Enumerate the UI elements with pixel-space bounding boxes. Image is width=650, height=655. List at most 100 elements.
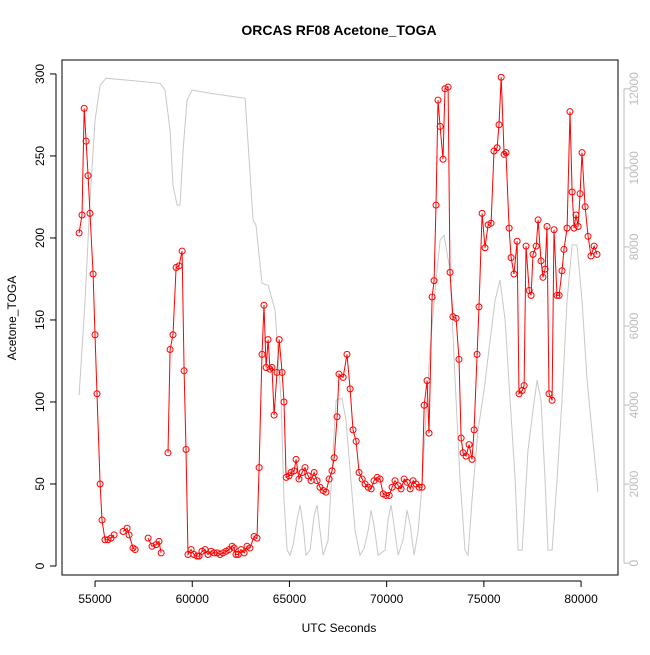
y-tick-label: 50 [33, 477, 47, 491]
data-point [529, 250, 537, 258]
data-point [367, 485, 375, 493]
data-point [193, 552, 201, 560]
y2-tick-label: 10000 [627, 151, 641, 185]
y2-tick-label: 4000 [627, 391, 641, 418]
data-point [423, 377, 431, 385]
data-point [391, 477, 399, 485]
data-point [91, 331, 99, 339]
data-point [164, 449, 172, 457]
data-point [462, 452, 470, 460]
y2-tick-label: 12000 [627, 72, 641, 106]
data-point [495, 121, 503, 129]
x-tick-label: 80000 [564, 592, 598, 606]
data-point [576, 190, 584, 198]
data-point [258, 350, 266, 358]
y-tick-label: 150 [33, 310, 47, 330]
data-point [420, 401, 428, 409]
data-point [545, 390, 553, 398]
data-point [578, 149, 586, 157]
data-point [346, 385, 354, 393]
data-point [555, 291, 563, 299]
data-point [268, 364, 276, 372]
data-point [246, 544, 254, 552]
data-point [487, 219, 495, 227]
data-point [98, 516, 106, 524]
data-point [125, 531, 133, 539]
data-point [266, 365, 274, 373]
data-point [543, 222, 551, 230]
data-point [505, 224, 513, 232]
data-point [155, 537, 163, 545]
data-point [418, 483, 426, 491]
x-axis-label: UTC Seconds [302, 621, 377, 635]
data-point [301, 464, 309, 472]
series-line [78, 77, 599, 557]
data-point [500, 150, 508, 158]
data-point [232, 550, 240, 558]
data-point [292, 455, 300, 463]
data-point [89, 270, 97, 278]
data-point [86, 209, 94, 217]
data-point [507, 254, 515, 262]
x-tick-label: 60000 [176, 592, 210, 606]
data-point [584, 232, 592, 240]
data-point [436, 122, 444, 130]
data-point [382, 491, 390, 499]
data-point [328, 467, 336, 475]
data-point [333, 413, 341, 421]
data-point [82, 137, 90, 145]
data-point [290, 467, 298, 475]
data-point [397, 485, 405, 493]
data-point [452, 314, 460, 322]
data-point [520, 382, 528, 390]
data-point [310, 468, 318, 476]
data-point [568, 188, 576, 196]
data-point [273, 368, 281, 376]
data-point [322, 488, 330, 496]
y2-tick-label: 2000 [627, 470, 641, 497]
data-point [548, 396, 556, 404]
data-point [96, 480, 104, 488]
data-point [110, 531, 118, 539]
data-point [415, 483, 423, 491]
y-axis-label: Acetone_TOGA [5, 276, 19, 361]
data-point [446, 268, 454, 276]
data-point [166, 345, 174, 353]
data-point [253, 534, 261, 542]
y-tick-label: 200 [33, 228, 47, 248]
data-point [434, 96, 442, 104]
data-point [558, 267, 566, 275]
data-point [157, 549, 165, 557]
data-point [178, 247, 186, 255]
data-point [457, 434, 465, 442]
data-point [240, 549, 248, 557]
data-point [470, 426, 478, 434]
data-point [264, 336, 272, 344]
data-point [425, 429, 433, 437]
y-tick-label: 250 [33, 146, 47, 166]
data-point [574, 222, 582, 230]
y2-tick-label: 6000 [627, 312, 641, 339]
data-point [566, 108, 574, 116]
data-point [590, 242, 598, 250]
data-point [532, 242, 540, 250]
data-point [270, 411, 278, 419]
data-point [148, 542, 156, 550]
data-point [228, 542, 236, 550]
data-point [260, 301, 268, 309]
series-line [78, 77, 598, 557]
data-point [473, 350, 481, 358]
data-point [355, 468, 363, 476]
x-tick-label: 55000 [78, 592, 112, 606]
data-point [475, 303, 483, 311]
data-point [131, 546, 139, 554]
data-point [255, 464, 263, 472]
data-point [278, 368, 286, 376]
data-point [493, 144, 501, 152]
data-point [439, 155, 447, 163]
data-point [280, 398, 288, 406]
data-point [339, 373, 347, 381]
data-point [325, 475, 333, 483]
data-point [352, 437, 360, 445]
